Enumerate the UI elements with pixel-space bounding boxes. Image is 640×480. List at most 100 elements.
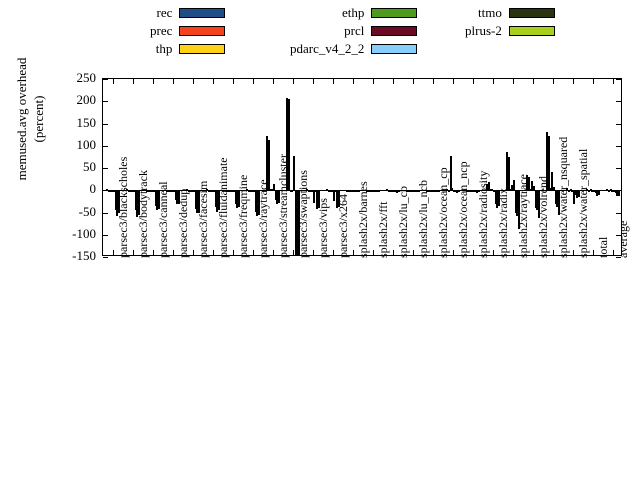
- bar-prec: [328, 190, 331, 193]
- bar-prcl: [532, 185, 535, 191]
- bar-rec: [466, 189, 469, 192]
- bar-thp: [469, 189, 472, 192]
- bar-plrus-2: [197, 190, 200, 213]
- bar-ethp: [331, 190, 334, 193]
- bar-prcl: [492, 190, 495, 193]
- bar-ttmo: [396, 190, 399, 193]
- x-tick-24: [593, 250, 594, 255]
- bar-rec: [206, 189, 209, 192]
- bar-ethp: [311, 190, 314, 193]
- bar-pdarc_v4_2_2: [314, 190, 317, 193]
- legend-item-rec[interactable]: rec: [150, 4, 226, 22]
- bar-ttmo: [296, 190, 299, 255]
- x-label-8: parsec3/streamcluster: [276, 154, 290, 258]
- x-tick-22: [553, 79, 554, 84]
- bar-thp: [209, 189, 212, 192]
- legend-item-ttmo[interactable]: ttmo: [465, 4, 555, 22]
- x-tick-7: [253, 79, 254, 84]
- bar-thp: [589, 189, 592, 192]
- bar-prec: [268, 140, 271, 191]
- x-label-6: parsec3/freqmine: [236, 174, 250, 258]
- bar-group: [386, 79, 400, 255]
- bar-plrus-2: [557, 190, 560, 215]
- legend-item-thp[interactable]: thp: [150, 40, 226, 58]
- bar-thp: [529, 188, 532, 191]
- bar-ethp: [111, 190, 114, 193]
- bar-prec: [468, 190, 471, 193]
- bar-group: [166, 79, 180, 255]
- bar-plrus-2: [537, 190, 540, 218]
- bar-rec: [306, 188, 309, 191]
- y-axis-label-line1: memused.avg overhead: [14, 57, 29, 181]
- x-tick-18: [473, 79, 474, 84]
- bar-prcl: [312, 190, 315, 203]
- x-label-17: splash2x/ocean_ncp: [456, 161, 470, 258]
- bar-pdarc_v4_2_2: [494, 190, 497, 205]
- zero-line: [103, 190, 621, 192]
- bar-thp: [169, 189, 172, 192]
- x-tick-15: [413, 79, 414, 84]
- legend-item-prec[interactable]: prec: [150, 22, 226, 40]
- bar-ttmo: [196, 190, 199, 214]
- x-tick-14: [393, 79, 394, 84]
- bar-prcl: [372, 190, 375, 193]
- bar-prcl: [172, 190, 175, 193]
- x-label-24: total: [596, 236, 610, 258]
- x-tick-12: [353, 79, 354, 84]
- bar-plrus-2: [157, 190, 160, 209]
- x-tick-20: [513, 79, 514, 84]
- x-label-18: splash2x/radiosity: [476, 170, 490, 258]
- bar-plrus-2: [317, 190, 320, 209]
- x-tick-5: [213, 250, 214, 255]
- bar-ethp: [131, 190, 134, 193]
- bar-group: [326, 79, 340, 255]
- bar-prcl: [272, 184, 275, 191]
- bar-group: [346, 79, 360, 255]
- bar-group: [446, 79, 460, 255]
- bar-prcl: [392, 190, 395, 193]
- y-tick-50: [616, 168, 621, 169]
- x-label-3: parsec3/dedup: [176, 188, 190, 258]
- legend-swatch-prcl: [371, 26, 418, 36]
- bar-group: [486, 79, 500, 255]
- x-label-0: parsec3/blackscholes: [116, 156, 130, 258]
- bar-group: [286, 79, 300, 255]
- bar-prcl: [432, 190, 435, 193]
- bar-rec: [546, 132, 549, 191]
- x-tick-19: [493, 250, 494, 255]
- bar-ethp: [191, 190, 194, 193]
- legend-item-pdarc_v4_2_2[interactable]: pdarc_v4_2_2: [290, 40, 418, 58]
- legend-swatch-thp: [179, 44, 226, 54]
- bar-thp: [249, 189, 252, 192]
- bar-rec: [486, 184, 489, 191]
- bar-prec: [108, 190, 111, 193]
- bar-thp: [609, 189, 612, 192]
- legend-column-3: ttmo plrus-2: [465, 4, 555, 40]
- legend-item-plrus-2[interactable]: plrus-2: [465, 22, 555, 40]
- bar-pdarc_v4_2_2: [214, 190, 217, 208]
- bar-pdarc_v4_2_2: [134, 190, 137, 211]
- x-tick-1: [133, 250, 134, 255]
- bar-pdarc_v4_2_2: [374, 190, 377, 193]
- x-tick-11: [333, 250, 334, 255]
- bar-rec: [386, 189, 389, 192]
- y-tick--100: [103, 234, 108, 236]
- y-tick-150: [103, 123, 108, 125]
- bar-plrus-2: [477, 190, 480, 193]
- x-tick-2: [153, 79, 154, 84]
- legend-item-ethp[interactable]: ethp: [290, 4, 418, 22]
- y-tick-150: [616, 123, 621, 125]
- x-label-2: parsec3/canneal: [156, 181, 170, 258]
- bar-prcl: [212, 190, 215, 193]
- bar-ethp: [511, 184, 514, 191]
- bar-rec: [586, 189, 589, 192]
- bar-prec: [188, 190, 191, 193]
- x-tick-11: [333, 79, 334, 84]
- bar-group: [226, 79, 240, 255]
- x-tick-16: [433, 79, 434, 84]
- bar-ethp: [431, 190, 434, 193]
- bar-prec: [388, 190, 391, 193]
- x-tick-20: [513, 250, 514, 255]
- legend-item-prcl[interactable]: prcl: [290, 22, 418, 40]
- bar-ethp: [351, 190, 354, 193]
